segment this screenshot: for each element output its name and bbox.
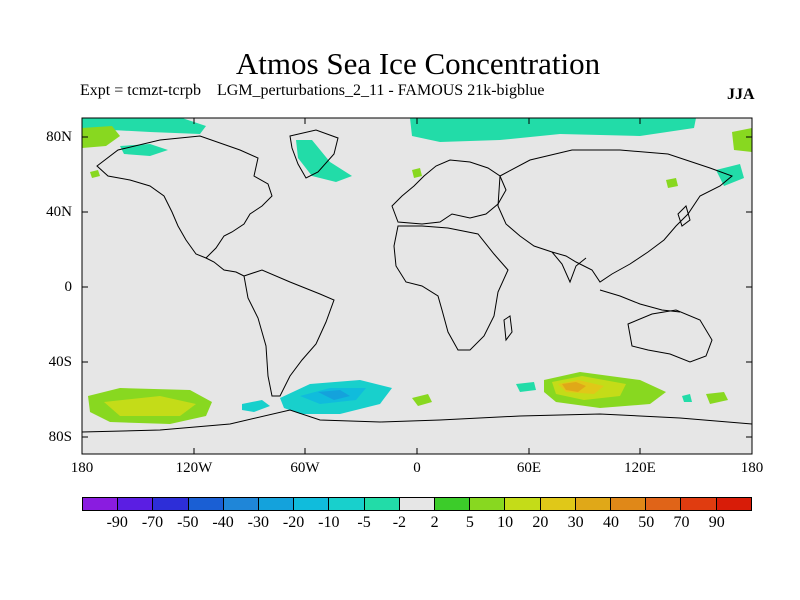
lat-label-80s: 80S: [48, 429, 72, 445]
experiment-subtitle: Expt = tcmzt-tcrpb LGM_perturbations_2_1…: [80, 82, 545, 99]
lon-label-120e: 120E: [624, 460, 656, 476]
colorbar-swatch: [681, 498, 717, 510]
southern-patch-indian-core: [562, 382, 586, 392]
coast-south-america: [243, 269, 335, 397]
southern-patch-weddell-core: [318, 390, 350, 400]
colorbar-swatch: [294, 498, 330, 510]
colorbar-label: -2: [392, 514, 407, 531]
contour-fills: [82, 118, 752, 424]
colorbar-label: 40: [602, 514, 619, 531]
colorbar-label: 2: [430, 514, 439, 531]
coast-asia: [497, 149, 733, 283]
colorbar-swatch: [716, 498, 751, 510]
arctic-patch-bering: [666, 178, 678, 188]
colorbar-swatch: [540, 498, 576, 510]
southern-patch-ross: [706, 392, 728, 404]
lat-label-0: 0: [64, 279, 73, 295]
arctic-patch-pacific: [90, 170, 100, 178]
southern-patch-bellingshausen: [242, 400, 270, 412]
coast-japan: [677, 205, 691, 227]
lat-label-40n: 40N: [46, 204, 72, 220]
colorbar-swatch: [575, 498, 612, 510]
colorbar-label: -50: [177, 514, 199, 531]
colorbar-swatch: [505, 498, 541, 510]
lat-label-40s: 40S: [48, 354, 72, 370]
lon-label-120w: 120W: [175, 460, 213, 476]
coast-antarctica: [82, 409, 752, 433]
colorbar-label: 70: [673, 514, 690, 531]
coast-india: [551, 251, 587, 284]
colorbar-label: 5: [465, 514, 474, 531]
colorbar-swatch: [118, 498, 154, 510]
chart-title: Atmos Sea Ice Concentration: [235, 46, 601, 81]
arctic-patch-scand: [412, 168, 422, 178]
coast-madagascar: [503, 315, 513, 342]
colorbar-swatch: [153, 498, 189, 510]
colorbar-swatch: [435, 498, 471, 510]
lon-label-180e: 180: [740, 460, 764, 476]
colorbar-label: -90: [106, 514, 128, 531]
colorbar-label: -30: [247, 514, 269, 531]
southern-patch-atlantic: [412, 394, 432, 406]
southern-patch-south-atlantic-small: [516, 382, 536, 392]
southern-patch-pacific-inner: [104, 396, 196, 416]
coast-australia: [627, 309, 713, 363]
coast-africa: [393, 225, 509, 351]
colorbar-swatch: [83, 498, 119, 510]
colorbar-label: 10: [497, 514, 514, 531]
colorbar-label: -70: [141, 514, 164, 531]
arctic-patch-east: [732, 128, 752, 152]
colorbar-label: -5: [357, 514, 371, 531]
colorbar-swatch: [399, 498, 436, 510]
colorbar-swatch: [188, 498, 224, 510]
colorbar-label: 30: [567, 514, 584, 531]
lon-label-180w: 180: [70, 460, 94, 476]
colorbar-label: 20: [532, 514, 549, 531]
colorbar: [82, 497, 752, 511]
colorbar-label: -40: [212, 514, 234, 531]
colorbar-swatch: [329, 498, 365, 510]
colorbar-label: 90: [708, 514, 725, 531]
coast-central-america: [205, 257, 245, 277]
colorbar-label: 50: [638, 514, 655, 531]
colorbar-swatch: [470, 498, 506, 510]
colorbar-swatch: [611, 498, 647, 510]
arctic-patch-greenland-north: [410, 118, 696, 142]
lon-label-60e: 60E: [516, 460, 542, 476]
arctic-patch-greenland-east: [296, 140, 352, 182]
coast-greenland: [289, 129, 339, 179]
colorbar-swatch: [223, 498, 260, 510]
colorbar-label: -10: [318, 514, 340, 531]
season-label: JJA: [727, 86, 755, 103]
coast-indonesia: [599, 289, 681, 313]
coast-north-america: [96, 135, 273, 259]
axis-ticks: [82, 118, 752, 454]
colorbar-swatch: [364, 498, 400, 510]
colorbar-swatch: [646, 498, 682, 510]
lat-label-80n: 80N: [46, 129, 72, 145]
colorbar-swatch: [259, 498, 295, 510]
coastlines: [82, 129, 752, 433]
lon-label-0: 0: [413, 460, 421, 476]
arctic-patch-canada: [82, 126, 120, 148]
lon-label-60w: 60W: [290, 460, 320, 476]
southern-patch-small-east: [682, 394, 692, 402]
colorbar-label: -20: [282, 514, 305, 531]
coast-europe: [391, 159, 507, 225]
